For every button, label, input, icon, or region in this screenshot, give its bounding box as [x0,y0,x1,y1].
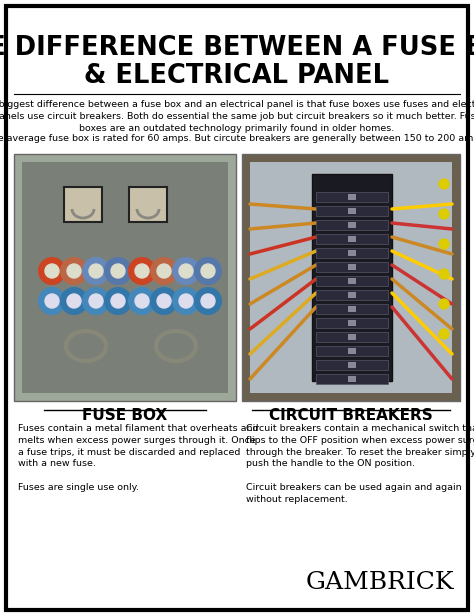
Text: Circuit breakers contain a mechanical switch that
flips to the OFF position when: Circuit breakers contain a mechanical sw… [246,424,474,504]
Bar [348,236,356,242]
Circle shape [83,258,109,284]
Bar [348,264,356,270]
Bar [316,360,388,370]
Circle shape [201,294,215,308]
Circle shape [179,264,193,278]
Circle shape [151,258,177,284]
Circle shape [157,294,171,308]
Circle shape [89,264,103,278]
Text: The biggest difference between a fuse box and an electrical panel is that fuse b: The biggest difference between a fuse bo… [0,100,474,133]
Circle shape [439,239,449,249]
Bar [348,362,356,368]
Bar [316,318,388,328]
Circle shape [195,258,221,284]
Text: THE DIFFERENCE BETWEEN A FUSE BOX: THE DIFFERENCE BETWEEN A FUSE BOX [0,35,474,61]
Circle shape [135,264,149,278]
Circle shape [439,329,449,339]
Bar [14,154,236,401]
Circle shape [89,294,103,308]
Bar [348,194,356,200]
Bar [22,162,228,393]
Circle shape [67,294,81,308]
Bar [316,374,388,384]
Circle shape [61,258,87,284]
Circle shape [129,288,155,314]
Circle shape [201,264,215,278]
Bar [348,208,356,214]
Bar [348,348,356,354]
Bar [348,292,356,298]
Text: CIRCUIT BREAKERS: CIRCUIT BREAKERS [269,408,433,423]
Circle shape [61,288,87,314]
Bar [348,250,356,256]
Bar [348,320,356,326]
Circle shape [179,294,193,308]
Circle shape [439,179,449,189]
Bar [316,248,388,258]
Circle shape [439,269,449,279]
Bar [129,187,167,222]
Bar [348,376,356,382]
Circle shape [439,209,449,219]
Circle shape [111,264,125,278]
Bar [316,332,388,342]
Circle shape [105,288,131,314]
Circle shape [45,294,59,308]
Text: FUSE BOX: FUSE BOX [82,408,168,423]
Bar [316,220,388,230]
Bar [316,346,388,356]
Circle shape [129,258,155,284]
Bar [316,276,388,286]
Circle shape [39,288,65,314]
Text: GAMBRICK: GAMBRICK [305,571,454,594]
Bar [316,290,388,300]
Bar [348,306,356,312]
Bar [316,304,388,314]
Bar [348,334,356,340]
Circle shape [151,288,177,314]
Circle shape [173,288,199,314]
Bar [312,174,392,381]
Bar [316,262,388,272]
Bar [348,278,356,284]
Bar [64,187,102,222]
Circle shape [135,294,149,308]
Circle shape [105,258,131,284]
Text: Fuses contain a metal filament that overheats and
melts when excess power surges: Fuses contain a metal filament that over… [18,424,258,492]
Bar [316,192,388,202]
Circle shape [157,264,171,278]
Circle shape [39,258,65,284]
Bar [348,222,356,228]
Circle shape [173,258,199,284]
Bar [250,162,452,393]
Bar [316,234,388,244]
Text: The average fuse box is rated for 60 amps. But circute breakers are generally be: The average fuse box is rated for 60 amp… [0,134,474,143]
Circle shape [67,264,81,278]
Circle shape [83,288,109,314]
Bar [242,154,460,401]
Text: & ELECTRICAL PANEL: & ELECTRICAL PANEL [84,63,390,89]
Circle shape [111,294,125,308]
Bar [316,206,388,216]
Circle shape [45,264,59,278]
Circle shape [195,288,221,314]
Circle shape [439,299,449,309]
